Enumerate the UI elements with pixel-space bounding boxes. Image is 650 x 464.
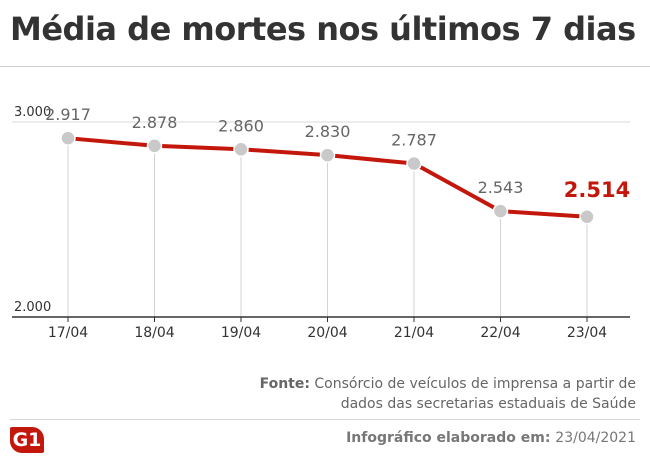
- credit-label: Infográfico elaborado em:: [346, 430, 551, 446]
- data-point: [60, 130, 76, 146]
- data-point: [406, 155, 422, 172]
- data-point: [492, 203, 509, 219]
- x-tick-label: 21/04: [394, 325, 434, 341]
- y-tick-label: 3.000: [14, 105, 51, 120]
- data-label: 2.878: [132, 113, 178, 132]
- data-label: 2.543: [478, 178, 524, 197]
- x-tick-label: 22/04: [480, 325, 520, 341]
- data-label: 2.830: [305, 122, 351, 141]
- source-text: Consórcio de veículos de imprensa a part…: [314, 376, 636, 412]
- footer-divider: [10, 419, 640, 420]
- source-label: Fonte:: [259, 376, 310, 392]
- data-point: [233, 141, 249, 158]
- line-chart: 3.000 2.000 17/04 18/04 19/04 20/04 21/04 22/04…: [12, 105, 630, 341]
- x-tick-label: 17/04: [48, 325, 88, 341]
- x-tick-label: 23/04: [567, 325, 607, 341]
- g1-logo[interactable]: G1: [10, 427, 44, 453]
- credit-note: Infográfico elaborado em: 23/04/2021: [346, 427, 636, 449]
- title-divider: [0, 66, 650, 67]
- data-label: 2.917: [45, 105, 91, 124]
- x-tick-label: 19/04: [221, 325, 261, 341]
- data-point: [579, 209, 595, 225]
- data-point: [319, 147, 336, 163]
- x-tick-label: 20/04: [307, 325, 347, 341]
- data-point: [146, 138, 163, 154]
- x-tick-label: 18/04: [134, 325, 174, 341]
- data-label: 2.787: [391, 131, 437, 150]
- chart-title: Média de mortes nos últimos 7 dias: [10, 10, 636, 48]
- source-note: Fonte: Consórcio de veículos de imprensa…: [216, 374, 636, 414]
- highlight-value-label: 2.514: [564, 178, 630, 202]
- data-label: 2.860: [218, 116, 264, 135]
- credit-date: 23/04/2021: [555, 430, 636, 446]
- y-tick-label: 2.000: [14, 300, 51, 315]
